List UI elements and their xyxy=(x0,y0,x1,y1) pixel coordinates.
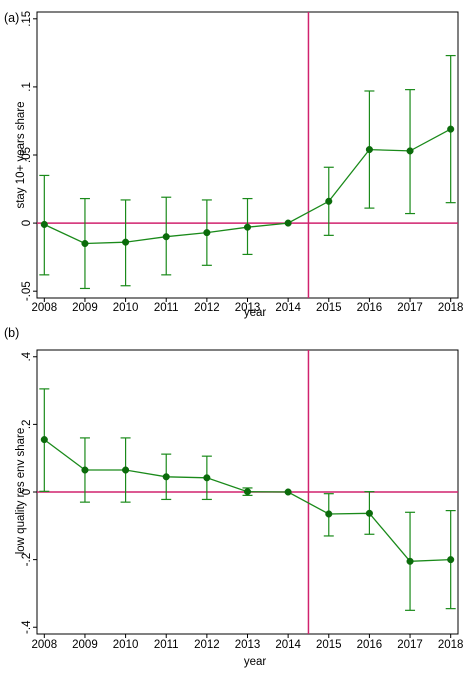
panel-a-y-tick-label: .15 xyxy=(21,11,33,27)
panel-b-data-point xyxy=(325,510,333,518)
panel-b-x-tick-label: 2010 xyxy=(113,639,139,651)
panel-b: (b) -.4 -.2 0 .2 .4 2008 2009 2010 2011 2012 2013 2… xyxy=(4,326,463,668)
panel-a-x-tick-label: 2011 xyxy=(154,302,179,314)
panel-a-x-tick-label: 2014 xyxy=(275,302,301,314)
panel-b-x-tick-label: 2018 xyxy=(438,639,464,651)
panel-a-x-tick-label: 2009 xyxy=(72,302,98,314)
panel-b-y-tick-label: .4 xyxy=(21,351,33,361)
panel-b-x-tick-label: 2013 xyxy=(235,639,261,651)
panel-b-y-axis-title: low quality res env share xyxy=(15,428,27,555)
panel-b-x-tick-label: 2011 xyxy=(154,639,179,651)
panel-a-y-axis-title: stay 10+ years share xyxy=(15,101,27,208)
panel-a-plot-area: -.05 0 .05 .1 .15 2008 2009 2010 2011 2012 2013 201… xyxy=(21,11,463,314)
panel-b-x-tick-label: 2012 xyxy=(194,639,220,651)
panel-b-x-tick-label: 2016 xyxy=(357,639,383,651)
panel-b-data-point xyxy=(162,473,170,481)
panel-b-x-axis-title: year xyxy=(244,656,267,668)
panel-b-x-tick-label: 2017 xyxy=(397,639,423,651)
panel-b-plot-area: -.4 -.2 0 .2 .4 2008 2009 2010 2011 2012 2013 2014 2… xyxy=(21,349,464,651)
panel-a-x-tick-label: 2017 xyxy=(397,302,423,314)
panel-a-x-axis-title: year xyxy=(244,307,267,319)
panel-a-data-point xyxy=(243,223,252,231)
panel-a-x-tick-label: 2015 xyxy=(316,302,342,314)
panel-a-data-point xyxy=(406,147,414,155)
panel-a-y-tick-label: 0 xyxy=(21,220,33,226)
panel-a-data-point xyxy=(365,146,373,154)
panel-a-data-point xyxy=(325,197,333,205)
panel-a-data-point xyxy=(122,238,130,246)
panel-a-data-point xyxy=(203,229,211,237)
panel-a-y-tick-label: .1 xyxy=(21,82,33,92)
panel-b-x-tick-label: 2009 xyxy=(72,639,98,651)
panel-a-y-tick-label: -.05 xyxy=(21,281,33,301)
panel-b-data-point xyxy=(81,466,89,474)
panel-a-x-tick-label: 2008 xyxy=(32,302,58,314)
panel-b-y-tick-label: .2 xyxy=(21,420,33,430)
panel-b-data-point xyxy=(203,474,211,482)
panel-b-x-tick-label: 2015 xyxy=(316,639,342,651)
panel-a-x-tick-label: 2016 xyxy=(357,302,383,314)
panel-a-data-point xyxy=(81,239,89,248)
panel-b-y-tick-label: -.2 xyxy=(21,553,33,566)
panel-a-data-point xyxy=(40,220,48,229)
panel-b-data-point xyxy=(447,556,455,564)
panel-a-y-tick-label: .05 xyxy=(21,147,33,163)
panel-a-x-tick-label: 2018 xyxy=(438,302,464,314)
panel-b-y-tick-label: 0 xyxy=(21,489,33,495)
panel-b-data-point xyxy=(406,557,414,565)
panel-a-data-point xyxy=(447,125,455,133)
panel-b-data-point xyxy=(40,436,48,444)
panel-b-data-point xyxy=(243,488,252,496)
panel-b-label: (b) xyxy=(4,326,19,340)
panel-b-data-point xyxy=(365,509,373,517)
panel-a-x-tick-label: 2010 xyxy=(113,302,139,314)
panel-a: (a) -.05 0 .05 .1 .15 2008 2009 2010 2011 2012 201… xyxy=(4,11,463,319)
panel-b-data-point xyxy=(122,466,130,474)
panel-a-data-point xyxy=(162,233,170,241)
panel-b-y-tick-label: -.4 xyxy=(21,620,33,634)
panel-b-x-tick-label: 2014 xyxy=(275,639,301,651)
panel-a-label: (a) xyxy=(4,11,19,25)
panel-a-x-tick-label: 2012 xyxy=(194,302,220,314)
panel-b-data-point xyxy=(284,488,292,496)
panel-a-x-tick-label: 2013 xyxy=(235,302,261,314)
panel-a-data-point xyxy=(284,219,292,227)
panel-b-x-tick-label: 2008 xyxy=(32,639,58,651)
